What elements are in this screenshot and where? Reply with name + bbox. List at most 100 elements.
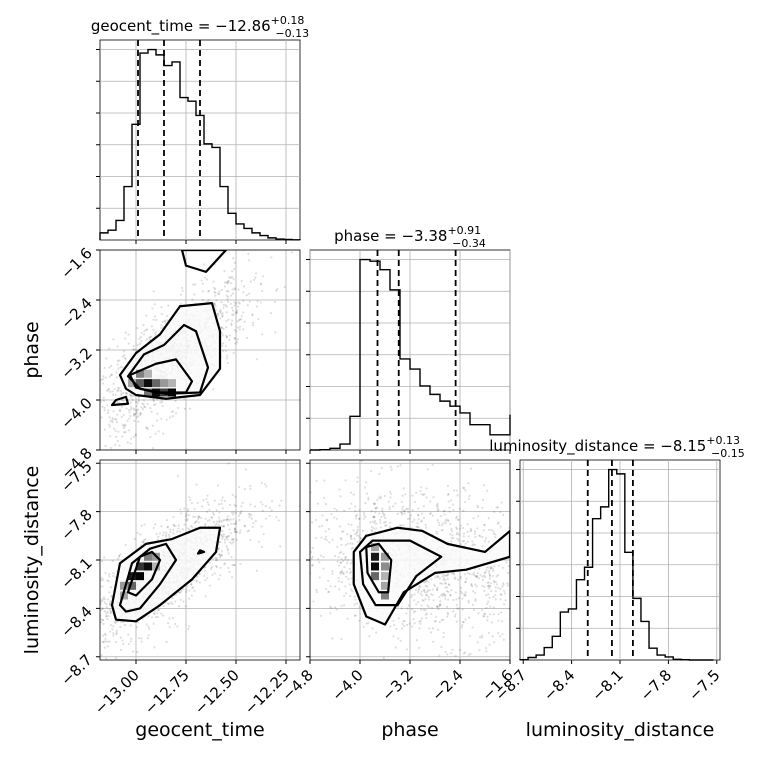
scatter-point	[485, 650, 488, 653]
scatter-point	[474, 535, 477, 539]
scatter-point	[242, 299, 245, 302]
scatter-point	[496, 573, 500, 577]
scatter-point	[455, 526, 458, 529]
scatter-point	[352, 493, 355, 496]
scatter-point	[474, 583, 477, 586]
scatter-point	[312, 600, 315, 603]
scatter-point	[233, 527, 236, 530]
scatter-point	[213, 291, 216, 294]
scatter-point	[195, 579, 198, 582]
scatter-point	[425, 594, 428, 597]
scatter-point	[106, 598, 109, 601]
scatter-point	[113, 443, 117, 446]
scatter-point	[451, 503, 454, 506]
scatter-point	[217, 313, 220, 316]
scatter-point	[135, 410, 138, 413]
scatter-point	[206, 300, 209, 303]
scatter-point	[93, 422, 95, 424]
scatter-point	[181, 286, 184, 290]
scatter-point	[106, 645, 109, 648]
scatter-point	[225, 335, 229, 338]
scatter-point	[344, 585, 347, 588]
scatter-point	[462, 486, 465, 489]
scatter-point	[438, 605, 441, 608]
scatter-point	[122, 413, 125, 416]
scatter-point	[445, 574, 448, 577]
scatter-point	[103, 406, 106, 409]
scatter-point	[350, 523, 353, 526]
scatter-point	[379, 495, 382, 498]
scatter-point	[186, 517, 189, 521]
scatter-point	[485, 646, 488, 650]
ytick-label-luminosity_distance: −8.7	[57, 651, 95, 689]
scatter-point	[488, 573, 492, 577]
scatter-point	[115, 629, 118, 632]
scatter-point	[493, 565, 496, 568]
scatter-point	[96, 446, 98, 448]
scatter-point	[270, 509, 273, 512]
contour-line-0	[110, 526, 222, 623]
scatter-point	[193, 589, 196, 592]
scatter-point	[111, 417, 114, 420]
scatter-point	[471, 573, 474, 576]
scatter-point	[356, 534, 359, 537]
scatter-point	[204, 522, 207, 526]
scatter-point	[161, 401, 164, 404]
scatter-point	[351, 546, 355, 550]
scatter-point	[461, 623, 464, 627]
density-cell	[144, 379, 152, 388]
scatter-point	[241, 501, 244, 504]
scatter-point	[89, 414, 91, 416]
scatter-point	[95, 402, 97, 404]
scatter-point	[484, 571, 487, 574]
scatter-point	[383, 521, 386, 524]
scatter-point	[92, 380, 94, 382]
scatter-point	[250, 514, 253, 517]
scatter-point	[225, 290, 228, 293]
scatter-point	[95, 621, 97, 623]
scatter-point	[425, 579, 429, 582]
scatter-point	[430, 606, 434, 609]
scatter-point	[106, 454, 108, 456]
contour-line-4	[180, 250, 228, 273]
scatter-point	[247, 513, 251, 516]
scatter-point	[100, 621, 103, 624]
scatter-point	[102, 622, 105, 626]
scatter-point	[227, 534, 230, 538]
scatter-point	[174, 600, 177, 603]
scatter-point	[227, 318, 230, 321]
scatter-point	[228, 276, 231, 279]
scatter-point	[431, 588, 434, 591]
scatter-point	[222, 535, 225, 538]
scatter-point	[142, 324, 145, 327]
scatter-point	[223, 281, 227, 284]
scatter-point	[413, 599, 416, 602]
scatter-point	[229, 531, 232, 535]
scatter-point	[197, 521, 200, 524]
scatter-point	[354, 505, 357, 508]
scatter-point	[345, 575, 348, 578]
scatter-point	[452, 598, 455, 602]
scatter-point	[222, 306, 225, 309]
scatter-point	[416, 525, 419, 529]
scatter-point	[100, 653, 103, 657]
scatter-point	[94, 591, 96, 593]
scatter-point	[225, 518, 229, 521]
scatter-point	[435, 574, 438, 577]
scatter-point	[97, 381, 99, 383]
scatter-point	[145, 338, 148, 341]
scatter-point	[182, 600, 185, 603]
scatter-point	[83, 643, 85, 645]
scatter-point	[349, 570, 353, 573]
scatter-point	[390, 468, 393, 471]
scatter-point	[436, 606, 439, 609]
scatter-point	[138, 413, 142, 417]
scatter-point	[119, 390, 122, 393]
scatter-point	[422, 516, 426, 519]
scatter-point	[505, 561, 508, 564]
scatter-point	[420, 590, 423, 593]
scatter-point	[405, 612, 408, 615]
scatter-point	[478, 567, 481, 571]
scatter-point	[105, 612, 108, 615]
scatter-point	[440, 645, 443, 649]
